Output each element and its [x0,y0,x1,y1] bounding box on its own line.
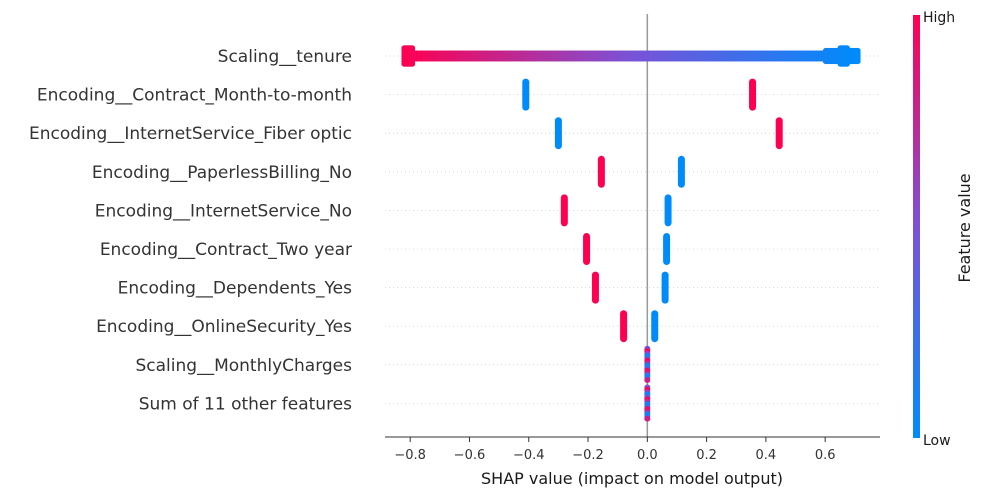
feature-label: Sum of 11 other features [139,394,352,414]
shap-cluster [591,271,599,304]
feature-label: Encoding__InternetService_Fiber optic [29,124,352,144]
feature-label: Encoding__Contract_Month-to-month [37,86,352,106]
colorbar [913,15,920,438]
shap-point [644,415,651,422]
x-tick-label: −0.2 [572,448,604,463]
colorbar-high-label: High [923,10,955,26]
feature-label: Encoding__Contract_Two year [100,240,352,260]
shap-cluster [749,78,757,111]
x-tick-label: 0.6 [815,448,836,463]
shap-points [401,45,861,422]
shap-cluster [661,271,669,304]
colorbar-low-label: Low [923,433,951,449]
shap-point [409,60,416,67]
feature-labels: Scaling__tenure Encoding__Contract_Month-… [29,47,352,414]
feature-label: Encoding__InternetService_No [95,201,352,221]
feature-label: Scaling__MonthlyCharges [136,356,353,376]
shap-cluster [597,155,605,188]
feature-label: Encoding__PaperlessBilling_No [92,163,352,183]
shap-cluster [664,194,672,227]
shap-cluster [651,310,659,343]
feature-label: Encoding__Dependents_Yes [118,279,353,299]
shap-cluster [560,194,568,227]
x-tick-label: 0.4 [756,448,777,463]
colorbar-title: Feature value [955,173,974,282]
shap-point [644,377,651,383]
shap-cluster [775,117,783,150]
x-tick-label: −0.6 [454,448,486,463]
feature-gridlines [385,55,880,404]
shap-cluster [522,78,530,111]
feature-label: Encoding__OnlineSecurity_Yes [96,317,352,337]
shap-point [854,58,861,65]
shap-cluster [677,155,685,188]
x-axis-ticks: −0.8 −0.6 −0.4 −0.2 0.0 0.2 0.4 0.6 [394,437,836,463]
x-tick-label: 0.0 [637,448,658,463]
x-tick-label: 0.2 [696,448,717,463]
shap-cluster [583,233,591,265]
shap-cluster [663,233,671,265]
x-tick-label: −0.4 [513,448,545,463]
shap-cluster [620,310,628,343]
feature-label: Scaling__tenure [218,47,352,67]
shap-cluster [554,117,562,150]
x-axis-title: SHAP value (impact on model output) [481,469,783,488]
x-tick-label: −0.8 [394,448,426,463]
